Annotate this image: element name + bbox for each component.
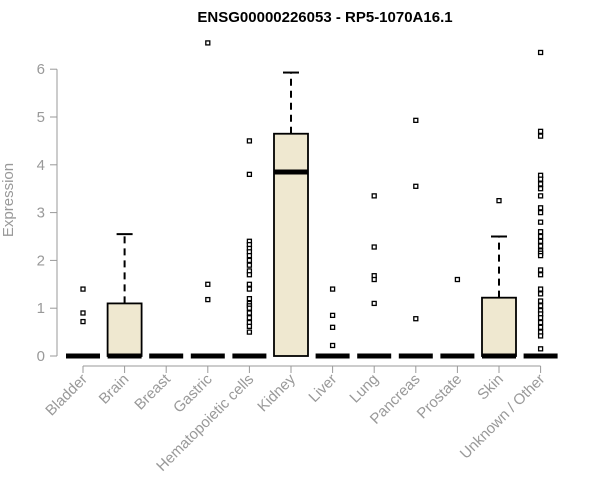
chart-title: ENSG00000226053 - RP5-1070A16.1	[197, 9, 452, 26]
box-iqr	[481, 296, 517, 357]
outlier-point	[537, 209, 544, 216]
outlier-point	[246, 257, 253, 264]
x-tick-label: Skin	[474, 371, 507, 404]
outlier-point	[537, 128, 544, 134]
outlier-point	[246, 305, 253, 311]
outlier-point	[246, 310, 253, 316]
outlier-point	[537, 319, 544, 326]
box-iqr	[106, 302, 143, 357]
outlier-point	[537, 205, 544, 211]
outlier-point	[246, 329, 253, 335]
y-tick-label: 2	[37, 252, 45, 269]
outlier-point	[413, 316, 419, 322]
outlier-point	[537, 315, 544, 321]
x-tick-label: Brain	[96, 371, 133, 408]
outlier-point	[246, 286, 253, 292]
outlier-point	[537, 291, 544, 297]
box-group	[481, 197, 517, 359]
outlier-point	[413, 183, 419, 189]
outlier-point	[246, 138, 253, 144]
outlier-point	[537, 133, 544, 139]
box-group	[523, 49, 558, 359]
outlier-point	[537, 181, 544, 187]
outlier-point	[246, 323, 253, 330]
x-tick-label: Kidney	[254, 370, 299, 415]
box-group	[398, 117, 433, 359]
outlier-point	[537, 238, 544, 244]
x-tick-label: Prostate	[414, 371, 466, 423]
box-group	[357, 193, 392, 359]
y-tick-label: 5	[37, 109, 45, 126]
outlier-point	[205, 296, 211, 303]
outlier-point	[329, 342, 336, 349]
outlier-point	[537, 324, 544, 330]
outlier-point	[329, 324, 336, 330]
outlier-point	[537, 286, 544, 292]
y-tick-label: 1	[37, 300, 45, 317]
x-tick-label: Liver	[305, 371, 340, 406]
outlier-point	[329, 286, 336, 292]
box-iqr	[273, 132, 309, 357]
outlier-point	[246, 315, 253, 321]
y-axis-label: Expression	[0, 163, 17, 237]
outlier-point	[537, 233, 544, 240]
outlier-point	[246, 295, 253, 302]
y-tick-label: 3	[37, 205, 45, 222]
outlier-point	[454, 276, 461, 283]
outlier-point	[496, 197, 502, 204]
box-group	[273, 71, 309, 357]
box-group	[440, 276, 475, 359]
boxes	[66, 40, 558, 359]
outlier-point	[246, 262, 253, 268]
outlier-point	[537, 49, 544, 56]
outlier-point	[537, 186, 544, 192]
outlier-point	[246, 171, 253, 178]
outlier-point	[80, 286, 86, 292]
outlier-point	[537, 219, 544, 225]
outlier-point	[537, 229, 544, 235]
outlier-point	[537, 252, 544, 259]
outlier-point	[537, 193, 544, 199]
x-tick-label: Bladder	[42, 371, 91, 420]
x-tick-label: Lung	[346, 371, 382, 407]
box-group	[315, 286, 350, 359]
outlier-point	[371, 300, 377, 307]
outlier-point	[80, 318, 86, 325]
outlier-point	[537, 267, 544, 273]
outlier-point	[246, 252, 253, 259]
box-group	[190, 40, 225, 359]
outlier-point	[413, 117, 419, 123]
outlier-point	[205, 281, 211, 287]
outlier-point	[537, 333, 544, 339]
outlier-point	[537, 346, 544, 352]
box-group	[106, 233, 143, 359]
outlier-point	[537, 243, 544, 249]
y-tick-label: 0	[37, 348, 45, 365]
outlier-point	[537, 176, 544, 182]
y-tick-label: 4	[37, 157, 45, 174]
outlier-point	[329, 312, 336, 319]
box-group	[232, 138, 267, 359]
outlier-point	[371, 276, 377, 283]
outlier-point	[205, 40, 211, 46]
outlier-point	[537, 298, 544, 304]
outlier-point	[246, 272, 253, 278]
outlier-point	[537, 303, 544, 309]
x-tick-label: Breast	[131, 370, 174, 413]
outlier-point	[371, 244, 377, 250]
box-group	[66, 286, 100, 359]
outlier-point	[537, 272, 544, 278]
outlier-point	[246, 281, 253, 287]
y-tick-label: 6	[37, 61, 45, 78]
outlier-point	[80, 310, 86, 316]
y-axis: 0 1 2 3 4 5 6	[37, 61, 58, 365]
outlier-point	[371, 193, 377, 199]
